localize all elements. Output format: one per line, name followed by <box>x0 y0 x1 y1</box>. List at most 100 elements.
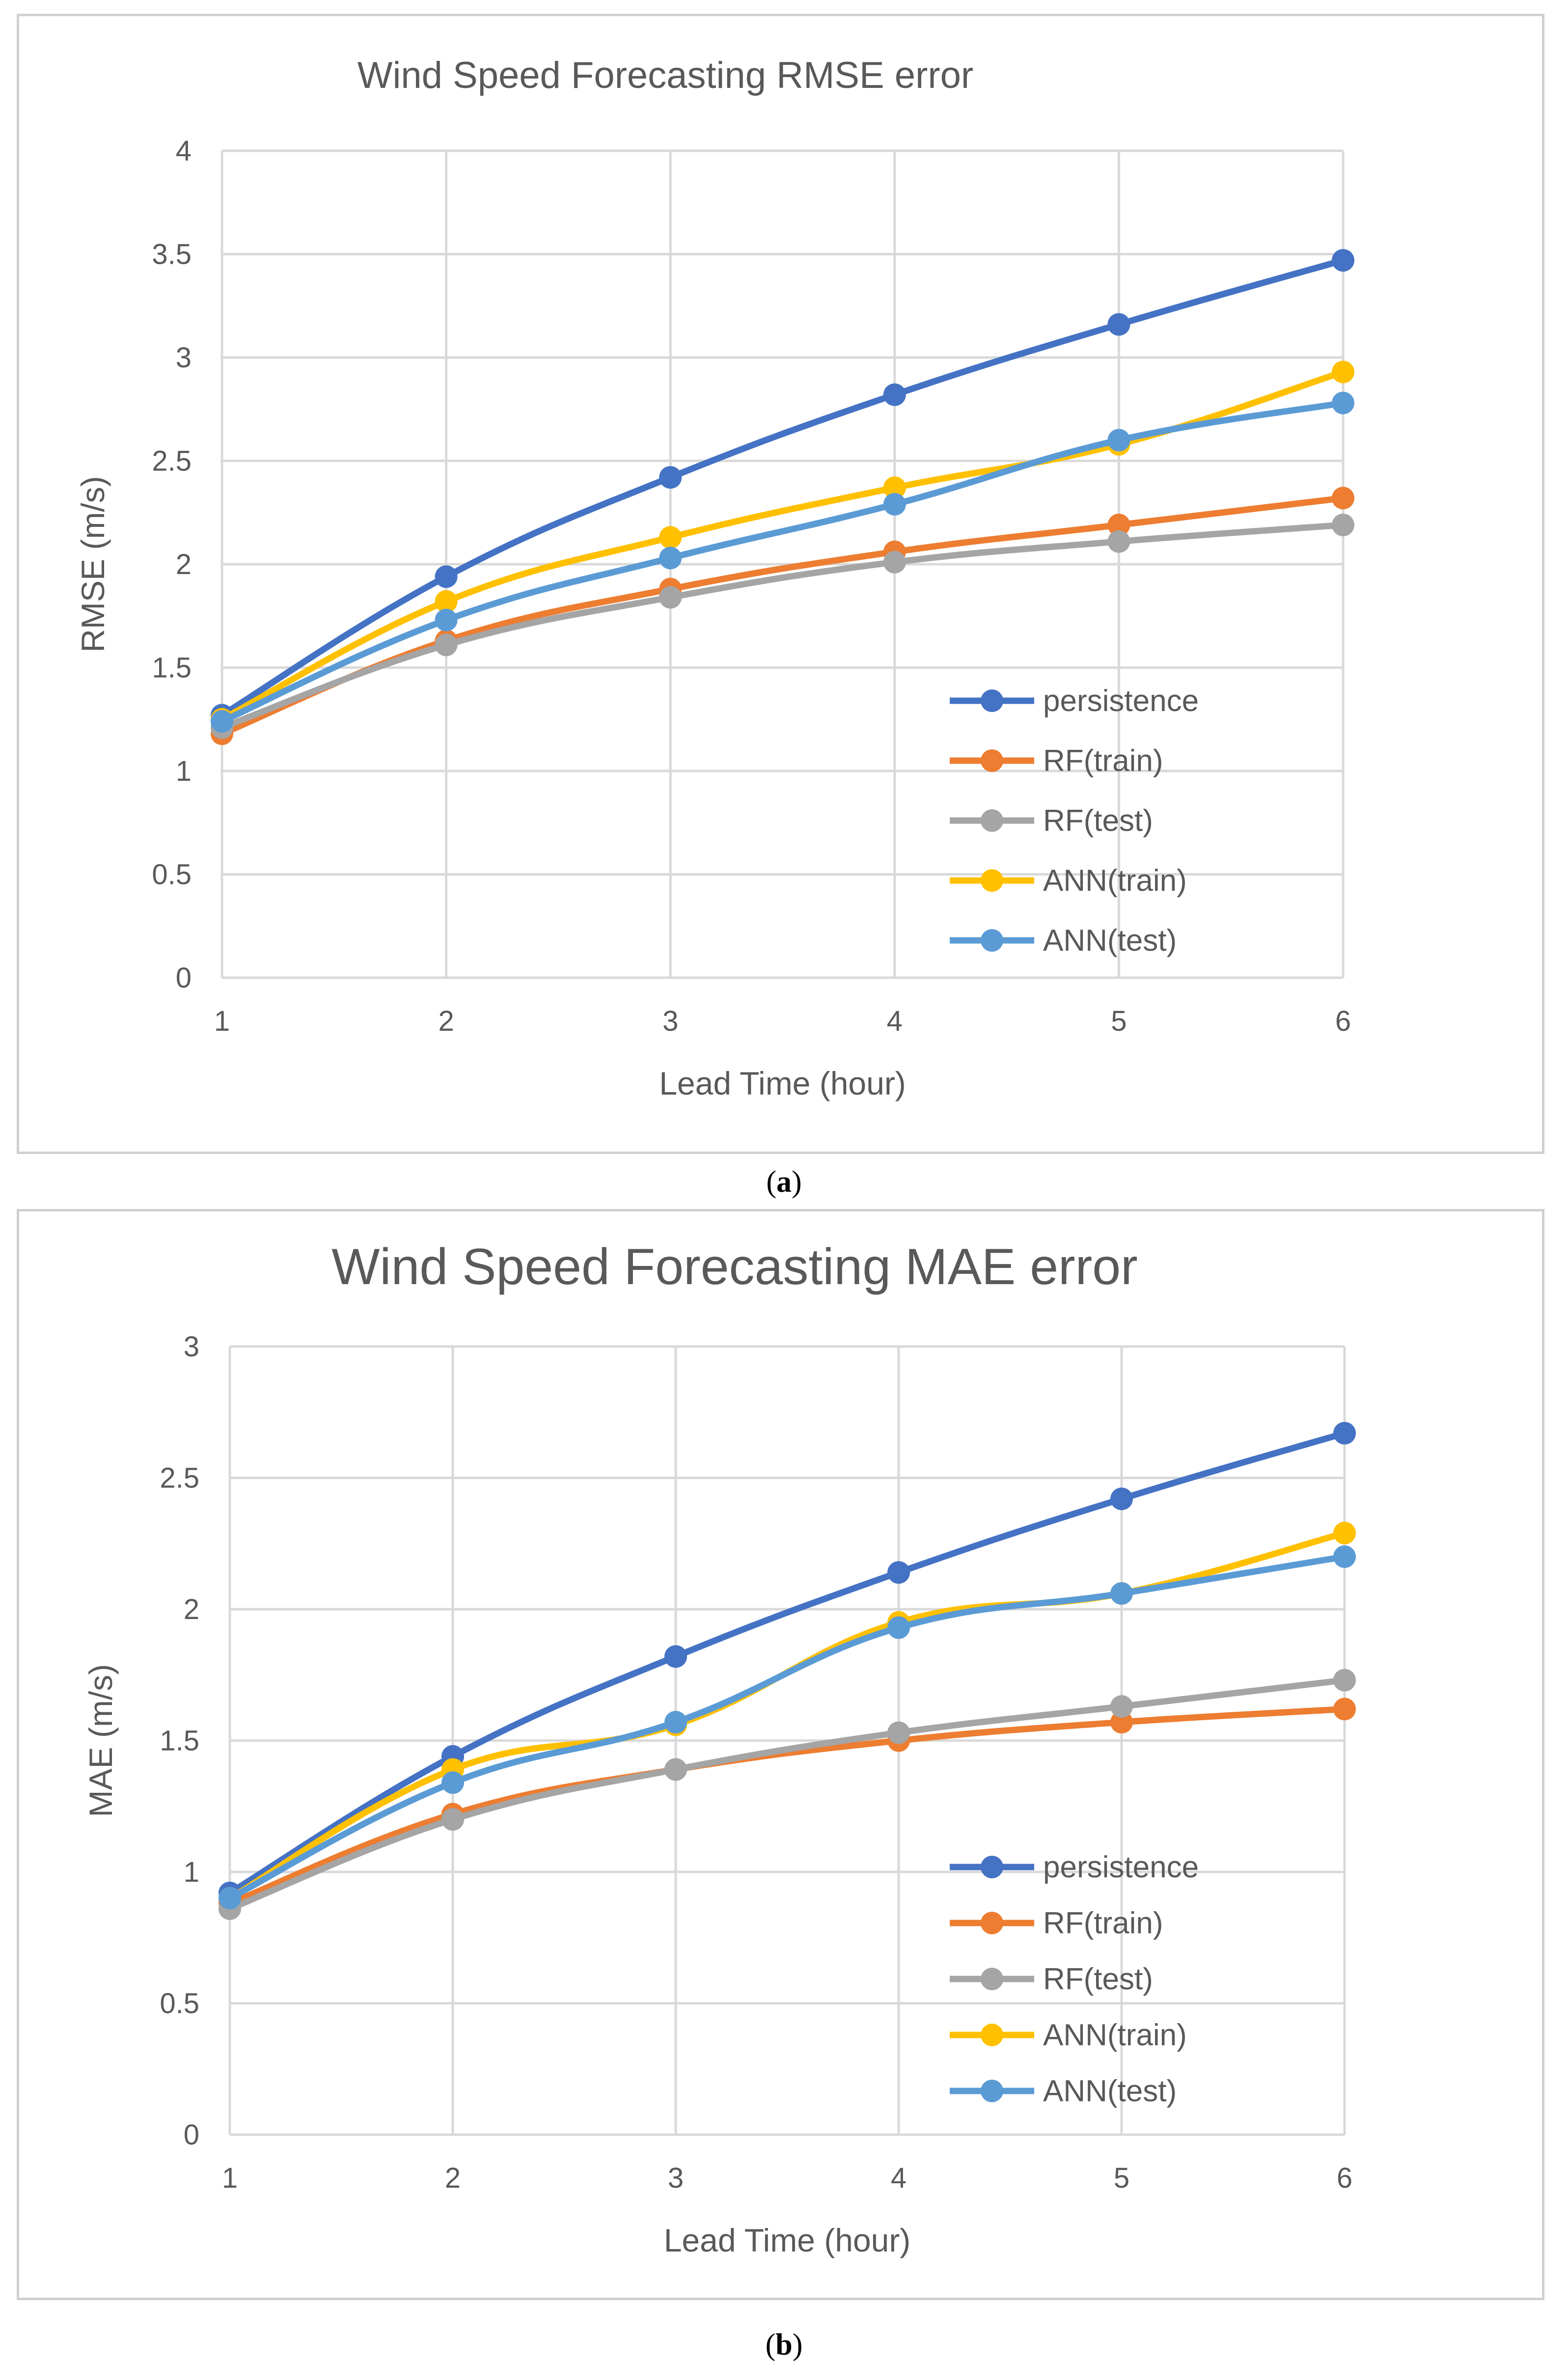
legend-marker <box>981 1968 1003 1990</box>
data-point <box>659 547 682 570</box>
caption-a: (a) <box>766 1165 802 1199</box>
x-tick-label: 2 <box>438 1005 454 1037</box>
series-line <box>226 1430 1348 1896</box>
x-axis-label: Lead Time (hour) <box>659 1065 906 1101</box>
series-line <box>226 1553 1348 1901</box>
y-tick-label: 1.5 <box>152 652 192 684</box>
legend-item: persistence <box>950 684 1199 718</box>
series-rf-test <box>219 1669 1356 1920</box>
y-tick-label: 2 <box>184 1594 199 1625</box>
x-tick-label: 1 <box>214 1005 230 1037</box>
data-point <box>435 590 458 613</box>
data-point <box>435 633 458 657</box>
data-point <box>1107 530 1130 553</box>
legend-item: RF(test) <box>950 804 1153 838</box>
x-tick-label: 6 <box>1337 2162 1352 2194</box>
y-tick-label: 1 <box>176 755 192 787</box>
x-tick-label: 6 <box>1335 1005 1351 1037</box>
data-point <box>887 1616 910 1639</box>
data-point <box>435 565 458 588</box>
data-point <box>664 1758 687 1781</box>
legend-item: persistence <box>950 1850 1199 1884</box>
data-point <box>1110 1487 1133 1511</box>
y-tick-label: 3.5 <box>152 239 192 271</box>
data-point <box>1110 1582 1133 1605</box>
x-axis-label: Lead Time (hour) <box>664 2222 911 2258</box>
y-tick-label: 3 <box>176 342 192 374</box>
legend-label: persistence <box>1043 1850 1199 1884</box>
chart-title: Wind Speed Forecasting RMSE error <box>358 55 973 96</box>
data-point <box>1333 1422 1356 1445</box>
legend-marker <box>981 929 1003 952</box>
x-tick-label: 3 <box>668 2162 684 2194</box>
series-line <box>226 1676 1348 1912</box>
legend-item: RF(train) <box>950 744 1163 778</box>
y-tick-label: 2.5 <box>160 1462 199 1494</box>
data-point <box>659 466 682 489</box>
data-point <box>883 383 906 406</box>
chart-panel-mae: Wind Speed Forecasting MAE error 0 0.5 1 1.5… <box>17 1209 1544 2300</box>
data-point <box>887 1721 910 1744</box>
x-tick-label: 3 <box>662 1005 678 1037</box>
y-tick-label: 0 <box>176 962 192 994</box>
x-tick-label: 5 <box>1111 1005 1127 1037</box>
data-point <box>883 550 906 574</box>
series-ann-test <box>211 391 1354 733</box>
data-point <box>1110 1695 1133 1718</box>
x-tick-label: 2 <box>445 2162 461 2194</box>
legend-label: ANN(test) <box>1043 924 1177 958</box>
data-point <box>1332 360 1354 384</box>
y-tick-label: 1 <box>184 1856 199 1888</box>
data-point <box>664 1645 687 1668</box>
legend-marker <box>981 2024 1003 2046</box>
legend-item: RF(test) <box>950 1962 1153 1996</box>
data-point <box>1333 1521 1356 1544</box>
legend-label: RF(train) <box>1043 1906 1163 1940</box>
y-tick-label: 2.5 <box>152 445 192 477</box>
data-point <box>1110 1711 1133 1734</box>
data-point <box>883 493 906 516</box>
series-line <box>219 257 1347 718</box>
chart-title: Wind Speed Forecasting MAE error <box>331 1238 1138 1295</box>
legend-marker <box>981 809 1003 832</box>
data-point <box>1332 391 1354 414</box>
caption-b: (b) <box>765 2328 803 2362</box>
legend-item: ANN(train) <box>950 2018 1187 2052</box>
y-tick-label: 1.5 <box>160 1725 199 1757</box>
x-tick-label: 5 <box>1114 2162 1129 2194</box>
y-tick-label: 0.5 <box>160 1988 199 2020</box>
legend-item: ANN(test) <box>950 2074 1177 2108</box>
series-line <box>219 522 1347 731</box>
legend-item: ANN(train) <box>950 864 1187 898</box>
data-point <box>1332 514 1354 537</box>
series-line <box>226 1705 1348 1907</box>
x-tick-label: 4 <box>887 1005 903 1037</box>
data-point <box>887 1561 910 1584</box>
legend-marker <box>981 689 1003 712</box>
legend-label: ANN(test) <box>1043 2074 1177 2108</box>
legend-label: persistence <box>1043 684 1199 718</box>
y-tick-label: 3 <box>184 1331 199 1363</box>
legend-marker <box>981 2080 1003 2102</box>
data-point <box>219 1887 241 1910</box>
mae-chart: Wind Speed Forecasting MAE error 0 0.5 1 1.5… <box>83 1238 1356 2258</box>
data-point <box>1333 1545 1356 1568</box>
legend-marker <box>981 1856 1003 1878</box>
legend-label: RF(test) <box>1043 1962 1153 1996</box>
data-point <box>441 1771 464 1794</box>
series-ann-train <box>211 360 1354 731</box>
data-point <box>883 476 906 499</box>
legend-item: RF(train) <box>950 1906 1163 1940</box>
y-tick-label: 0 <box>184 2119 199 2151</box>
data-point <box>1107 429 1130 452</box>
y-tick-label: 4 <box>176 135 192 167</box>
x-tick-label: 1 <box>222 2162 238 2194</box>
legend-marker <box>981 749 1003 772</box>
legend-label: ANN(train) <box>1043 2018 1187 2052</box>
y-axis-label: RMSE (m/s) <box>75 476 111 652</box>
legend-label: RF(train) <box>1043 744 1163 778</box>
data-point <box>211 710 233 733</box>
y-tick-label: 2 <box>176 549 192 580</box>
data-point <box>1332 249 1354 272</box>
data-point <box>1107 514 1130 537</box>
